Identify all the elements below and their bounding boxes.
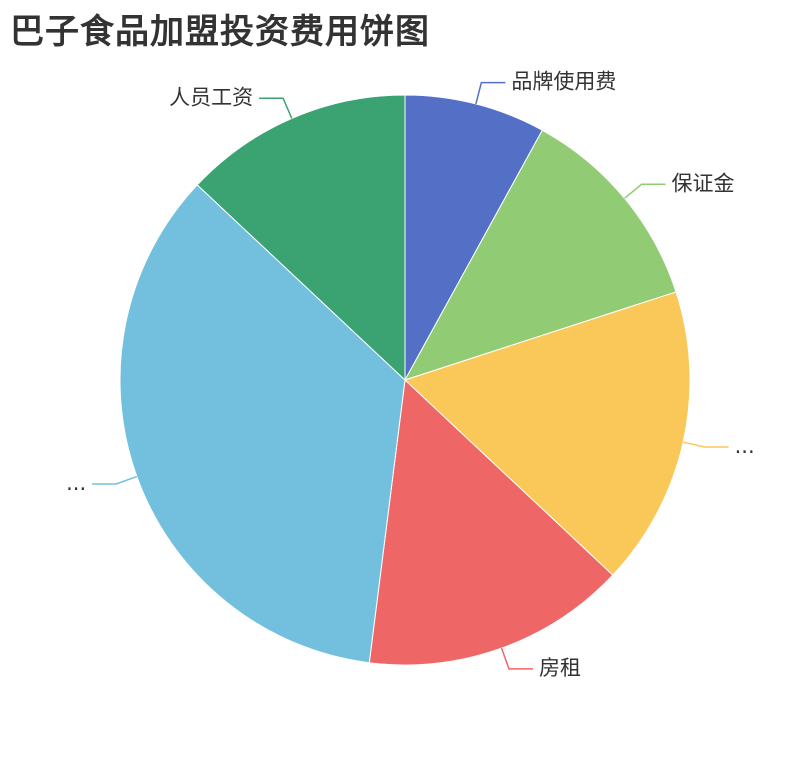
pie-slice[interactable] <box>404 94 543 381</box>
slice-label: 房租 <box>539 656 581 680</box>
slice-label: ... <box>735 434 755 458</box>
label-leader-line <box>259 97 293 119</box>
slice-label: ... <box>66 471 86 495</box>
pie-slice[interactable] <box>404 129 677 381</box>
label-leader-line <box>92 475 138 485</box>
slice-label: 品牌使用费 <box>511 70 616 94</box>
label-leader-line <box>624 183 666 199</box>
slice-label: 保证金 <box>672 171 735 195</box>
chart-title: 巴子食品加盟投资费用饼图 <box>10 12 430 52</box>
slice-label: 人员工资 <box>169 85 253 109</box>
pie-slice[interactable] <box>196 94 406 381</box>
label-leader-line <box>500 647 533 670</box>
label-leader-line <box>682 441 729 448</box>
pie-slices <box>119 94 691 666</box>
label-leader-line <box>475 81 506 105</box>
pie-slice[interactable] <box>404 291 691 576</box>
pie-slice[interactable] <box>119 184 406 664</box>
